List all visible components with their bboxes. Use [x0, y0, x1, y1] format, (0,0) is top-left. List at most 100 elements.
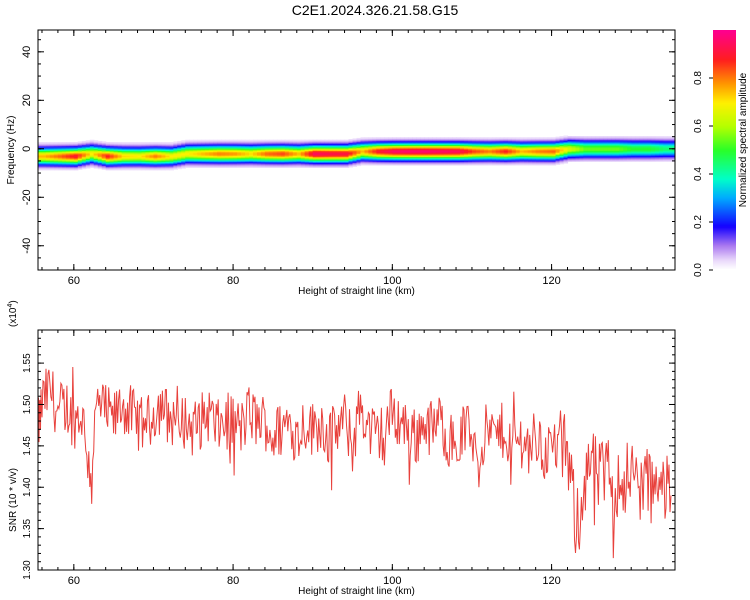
heatmap-cell [38, 168, 43, 171]
heatmap-cell [320, 162, 326, 165]
heatmap-cell [241, 139, 246, 142]
heatmap-cell [81, 161, 87, 164]
heatmap-cell [583, 142, 588, 144]
heatmap-cell [348, 139, 354, 141]
heatmap-cell [153, 150, 159, 153]
heatmap-cell [264, 145, 270, 148]
heatmap-cell [149, 163, 155, 166]
heatmap-cell [503, 157, 509, 160]
heatmap-cell [284, 161, 290, 164]
heatmap-cell [479, 155, 485, 158]
heatmap-cell [400, 137, 405, 139]
heatmap-cell [499, 156, 505, 159]
heatmap-cell [97, 140, 103, 143]
heatmap-cell [579, 155, 584, 158]
heatmap-cell [221, 148, 226, 150]
heatmap-cell [615, 157, 620, 160]
heatmap-cell [81, 157, 87, 160]
heatmap-cell [352, 148, 358, 150]
heatmap-cell [173, 156, 178, 158]
colorbar-segment [713, 88, 736, 91]
heatmap-cell [165, 151, 170, 154]
heatmap-cell [499, 163, 505, 166]
heatmap-cell [249, 165, 254, 167]
heatmap-cell [635, 142, 640, 144]
heatmap-cell [53, 161, 59, 164]
heatmap-cell [125, 147, 131, 149]
heatmap-cell [117, 166, 123, 168]
heatmap-cell [221, 166, 226, 168]
heatmap-cell [89, 148, 95, 150]
heatmap-cell [169, 159, 174, 161]
heatmap-cell [46, 156, 51, 159]
heatmap-cell [368, 138, 373, 141]
colorbar-segment [713, 268, 736, 271]
heatmap-cell [229, 160, 234, 162]
heatmap-cell [563, 159, 569, 162]
heatmap-cell [149, 150, 155, 153]
heatmap-cell [201, 142, 206, 144]
heatmap-cell [288, 153, 294, 155]
heatmap-cell [328, 165, 334, 167]
heatmap-cell [539, 137, 545, 139]
heatmap-cell [436, 157, 441, 160]
heatmap-cell [153, 144, 159, 147]
heatmap-cell [663, 138, 668, 141]
heatmap-cell [400, 150, 405, 153]
heatmap-cell [495, 149, 501, 151]
heatmap-cell [432, 153, 437, 155]
heatmap-cell [257, 156, 262, 159]
heatmap-cell [237, 156, 242, 159]
heatmap-cell [260, 150, 266, 153]
heatmap-cell [440, 149, 445, 151]
heatmap-cell [205, 161, 210, 164]
heatmap-cell [316, 160, 322, 162]
heatmap-cell [607, 144, 612, 147]
heatmap-cell [408, 143, 413, 145]
heatmap-cell [452, 147, 457, 149]
heatmap-cell [531, 147, 537, 149]
heatmap-cell [607, 159, 612, 161]
heatmap-cell [440, 140, 445, 143]
heatmap-cell [213, 139, 218, 142]
heatmap-cell [280, 154, 286, 156]
heatmap-cell [336, 145, 342, 148]
heatmap-cell [499, 151, 505, 154]
heatmap-cell [635, 153, 640, 155]
heatmap-cell [448, 148, 453, 150]
heatmap-cell [197, 154, 202, 156]
heatmap-cell [643, 143, 648, 145]
heatmap-cell [308, 144, 314, 147]
heatmap-cell [209, 142, 214, 144]
heatmap-cell [619, 155, 624, 158]
heatmap-cell [647, 145, 652, 148]
colorbar-segment [713, 184, 736, 187]
heatmap-cell [444, 159, 449, 161]
heatmap-cell [268, 149, 274, 151]
heatmap-cell [109, 149, 115, 151]
heatmap-cell [591, 139, 596, 142]
heatmap-cell [412, 159, 417, 161]
heatmap-cell [264, 153, 270, 155]
heatmap-cell [479, 157, 485, 160]
heatmap-cell [300, 160, 306, 162]
heatmap-cell [97, 163, 103, 166]
heatmap-cell [396, 148, 401, 150]
heatmap-cell [479, 139, 485, 142]
colorbar-segment [713, 48, 736, 51]
heatmap-cell [659, 140, 664, 143]
heatmap-cell [280, 156, 286, 159]
heatmap-cell [487, 161, 493, 164]
heatmap-cell [284, 160, 290, 162]
plot2-multiplier-base: (x10 [8, 307, 19, 327]
heatmap-cell [121, 163, 127, 166]
heatmap-cell [53, 163, 59, 166]
heatmap-cell [89, 154, 95, 156]
heatmap-cell [249, 160, 254, 162]
heatmap-cell [495, 157, 501, 160]
heatmap-cell [173, 147, 178, 150]
heatmap-cell [205, 157, 210, 160]
heatmap-cell [344, 139, 350, 142]
heatmap-cell [133, 154, 139, 156]
heatmap-cell [436, 155, 441, 158]
